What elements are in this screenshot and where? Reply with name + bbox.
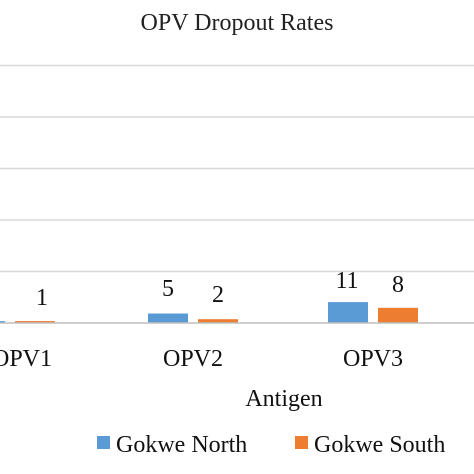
data-label: 1 <box>36 285 48 311</box>
bar-south-opv3 <box>378 307 418 323</box>
x-tick-label: OPV1 <box>0 346 52 372</box>
bar-south-opv1 <box>15 321 55 323</box>
legend-swatch <box>97 436 110 449</box>
x-tick-label: OPV2 <box>163 346 223 372</box>
legend-item: Gokwe South <box>295 432 445 458</box>
x-tick-labels: OPV1 OPV2 OPV3 <box>0 346 403 372</box>
bar-north-opv2 <box>148 313 188 323</box>
data-label: 8 <box>392 272 404 298</box>
data-labels: 5 111 2 8 <box>36 268 404 311</box>
legend-item: Gokwe North <box>97 432 247 458</box>
x-tick-label: OPV3 <box>343 346 403 372</box>
data-label: 11 <box>335 268 358 294</box>
bar-south-opv2 <box>198 319 238 323</box>
bar-north-opv3 <box>328 302 368 323</box>
legend-label: Gokwe South <box>314 432 445 458</box>
legend-swatch <box>295 436 308 449</box>
bar-north-opv1 <box>0 321 5 323</box>
data-label: 5 <box>162 276 174 302</box>
chart-title: OPV Dropout Rates <box>141 10 334 36</box>
gridlines <box>0 64 474 273</box>
data-label: 2 <box>212 282 224 308</box>
legend-label: Gokwe North <box>116 432 247 458</box>
bars <box>0 302 418 323</box>
x-axis-label: Antigen <box>245 386 322 412</box>
legend: Gokwe North Gokwe South <box>97 432 445 458</box>
